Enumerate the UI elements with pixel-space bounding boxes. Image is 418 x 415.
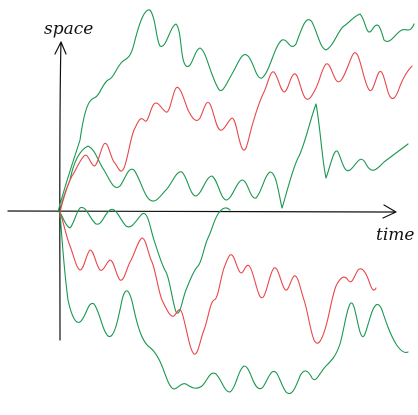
time-axis-arrowhead — [382, 204, 397, 219]
time-axis-label: time — [376, 225, 414, 245]
green-path-center — [59, 206, 231, 314]
red-path-lower — [59, 211, 377, 355]
green-path-upper — [57, 9, 415, 213]
green-path-lower — [59, 211, 409, 394]
random-walk-paths — [57, 9, 415, 394]
red-path-upper — [59, 52, 413, 213]
space-axis — [59, 41, 62, 341]
space-axis-label: space — [44, 19, 93, 39]
space-axis-arrowhead — [54, 41, 67, 55]
axes — [7, 41, 397, 341]
time-axis — [7, 210, 396, 213]
green-path-middle — [59, 103, 409, 213]
